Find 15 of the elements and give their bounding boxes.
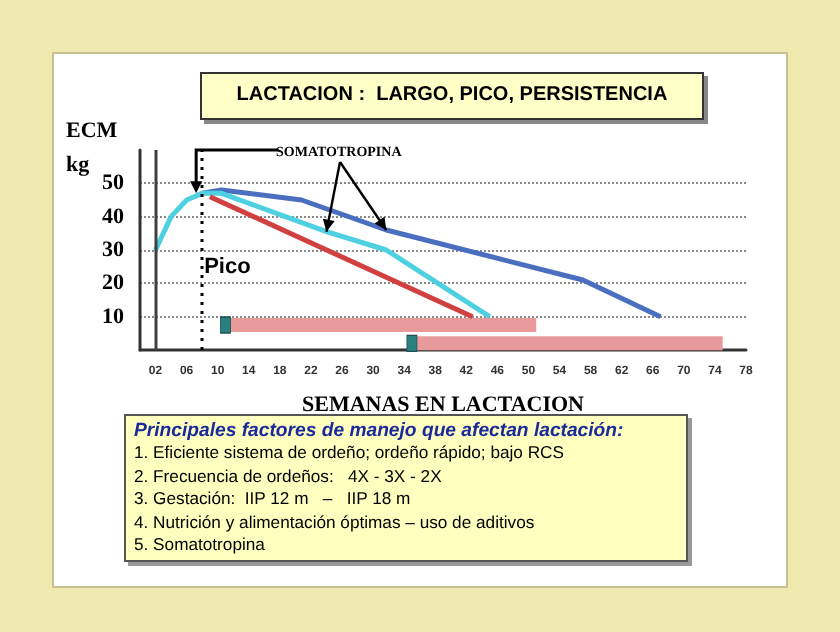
y-tick-label: 10 bbox=[102, 304, 125, 329]
text: Principales factores de manejo que afectan lactación: bbox=[134, 420, 626, 443]
chart-title: LACTACION : LARGO, PICO, PERSISTENCIA bbox=[200, 72, 704, 120]
text: 1. Eficiente sistema de ordeño; ordeño rápido; bajo RCS bbox=[134, 442, 566, 466]
y-tick-label: 50 bbox=[102, 171, 125, 196]
y-tick-label: 20 bbox=[102, 271, 125, 296]
text: 3. Gestación: IIP 12 m – IIP 18 m bbox=[134, 488, 413, 512]
text: 4. Nutrición y alimentación óptimas – uso de aditivos bbox=[134, 511, 537, 535]
annotation: Pico bbox=[204, 255, 252, 280]
y-tick-label: 40 bbox=[102, 204, 125, 229]
y-axis-title: ECM kg bbox=[66, 119, 119, 177]
text: 5. Somatotropina bbox=[134, 534, 267, 557]
text: 2. Frecuencia de ordeños: 4X - 3X - 2X bbox=[134, 465, 444, 489]
x-axis-title: SEMANAS EN LACTACION bbox=[302, 393, 585, 417]
y-tick-label: 30 bbox=[102, 238, 125, 262]
